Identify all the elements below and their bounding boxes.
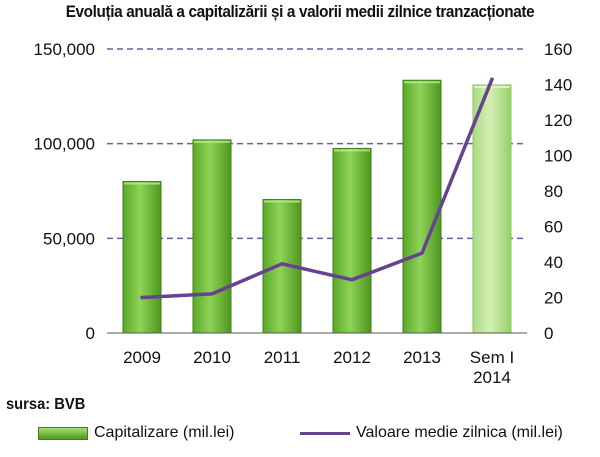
line-point (350, 278, 354, 282)
y-tick-label-right: 160 (544, 40, 572, 59)
line-point (490, 77, 494, 81)
chart-plot: 0 50,000 100,000 150,000 0 20 40 60 80 100 120 140 1… (34, 40, 573, 387)
legend-item-valoare: Valoare medie zilnica (mil.lei) (300, 424, 563, 442)
y-tick-label-right: 120 (544, 111, 572, 130)
y-tick-label-left: 50,000 (43, 229, 95, 248)
line-path (140, 77, 494, 300)
bar-top-highlight (334, 149, 370, 152)
bar (192, 139, 232, 334)
line-point (210, 292, 214, 296)
x-tick-label: 2011 (264, 348, 301, 367)
y-tick-label-left: 150,000 (34, 40, 95, 59)
bar (332, 147, 372, 334)
line-series (140, 77, 494, 300)
source-note: sursa: BVB (6, 396, 86, 413)
y-tick-label-right: 100 (544, 147, 572, 166)
line-point (140, 295, 144, 300)
legend-label-valoare: Valoare medie zilnica (mil.lei) (356, 424, 563, 441)
bar-top-highlight (264, 200, 300, 203)
y-tick-label-right: 80 (544, 182, 563, 201)
x-tick-label: 2009 (123, 348, 161, 367)
bar-top-highlight (194, 140, 230, 143)
bar-top-highlight (404, 81, 440, 84)
legend-swatch-line (300, 431, 350, 435)
bar (122, 181, 162, 334)
bar (472, 84, 512, 334)
legend: Capitalizare (mil.lei) Valoare medie zil… (0, 424, 600, 448)
bar (402, 79, 442, 334)
grid-lines (107, 48, 527, 240)
chart-title: Evoluția anuală a capitalizării și a val… (65, 2, 535, 21)
legend-swatch-bar (38, 426, 88, 440)
y-tick-label-left: 0 (86, 324, 95, 343)
line-point (420, 251, 424, 255)
y-tick-label-right: 20 (544, 289, 563, 308)
x-tick-label: 2014 (473, 368, 511, 387)
y-tick-label-right: 40 (544, 253, 563, 272)
legend-label-capitalizare: Capitalizare (mil.lei) (94, 424, 235, 441)
legend-item-capitalizare: Capitalizare (mil.lei) (38, 424, 234, 442)
x-tick-label: 2010 (193, 348, 231, 367)
x-tick-label: 2013 (403, 348, 441, 367)
line-point (280, 262, 284, 266)
y-tick-label-right: 0 (544, 324, 553, 343)
bar-top-highlight (474, 85, 510, 88)
y-tick-label-right: 60 (544, 218, 563, 237)
x-tick-label: Sem I (470, 348, 514, 367)
bar-top-highlight (124, 182, 160, 185)
y-tick-label-left: 100,000 (34, 135, 95, 154)
y-tick-label-right: 140 (544, 76, 572, 95)
axes: 0 50,000 100,000 150,000 0 20 40 60 80 100 120 140 1… (34, 40, 573, 387)
x-tick-label: 2012 (333, 348, 371, 367)
